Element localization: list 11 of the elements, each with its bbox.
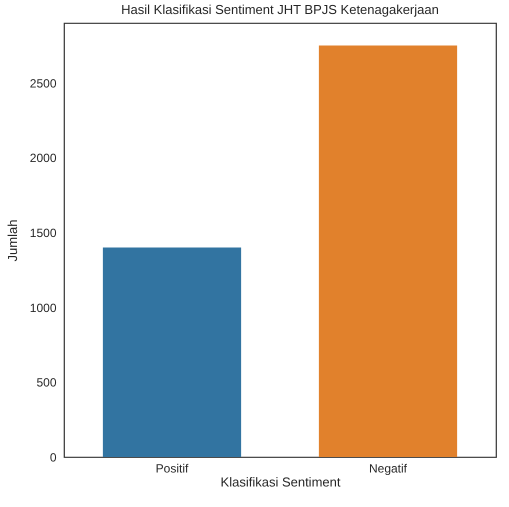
y-tick-label: 2000: [30, 151, 57, 166]
x-tick-label: Positif: [156, 462, 189, 476]
chart-title: Hasil Klasifikasi Sentiment JHT BPJS Ketenagakerjaan: [121, 2, 439, 17]
y-axis-title: Jumlah: [4, 220, 20, 262]
y-tick-label: 2500: [30, 76, 57, 90]
x-tick-label: Negatif: [368, 462, 408, 476]
x-axis-title: Klasifikasi Sentiment: [220, 474, 341, 490]
y-tick-label: 0: [50, 450, 57, 464]
y-tick-label: 1000: [30, 300, 57, 315]
y-tick-label: 500: [36, 376, 57, 390]
y-tick-label: 1500: [30, 226, 57, 240]
